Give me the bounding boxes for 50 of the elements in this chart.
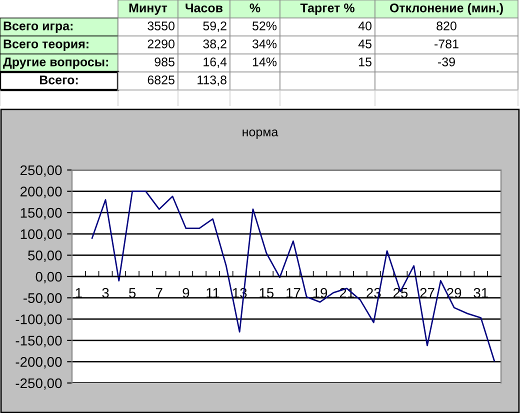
category-label: Таргет % (300, 4, 354, 15)
x-tick-label: 17 (286, 288, 300, 298)
text: -39 (438, 58, 455, 66)
text: 34% (252, 40, 277, 48)
x-tick-label: 5 (129, 288, 136, 298)
y-tick-label: -150,00 (16, 336, 62, 348)
x-tick-label: 3 (102, 288, 109, 298)
text: 820 (436, 22, 456, 30)
text: 2290 (148, 40, 175, 48)
x-tick-label: 1 (76, 288, 82, 298)
text: 40 (358, 22, 372, 30)
category-label: Отклонение (мин.) (390, 3, 503, 15)
x-tick-label: 11 (206, 288, 220, 298)
text: 52% (252, 22, 277, 30)
line-series (91, 190, 495, 362)
text: 59,2 (203, 22, 226, 32)
x-tick-label: 31 (474, 288, 488, 298)
category-label: % (250, 4, 260, 12)
text: 45 (358, 40, 372, 48)
chart-title: норма (242, 130, 278, 139)
y-tick-label: -250,00 (16, 378, 62, 390)
x-tick-label: 27 (420, 288, 434, 298)
text: 113,8 (198, 76, 226, 86)
text: 15 (359, 58, 372, 66)
x-tick-label: 15 (260, 288, 274, 298)
category-label: Всего игра: (4, 22, 73, 33)
y-tick-label: -200,00 (16, 357, 62, 369)
text: 6825 (148, 76, 174, 84)
text: 38,2 (203, 40, 226, 50)
y-tick-label: -50,00 (24, 293, 62, 305)
category-label: Другие вопросы: (3, 58, 108, 69)
text: 985 (154, 58, 174, 66)
text: 16,4 (204, 58, 227, 68)
x-tick-label: 19 (313, 288, 328, 298)
category-label: Всего теория: (4, 40, 88, 51)
category-label: Всего: (40, 76, 78, 84)
y-tick-label: 50,00 (28, 250, 62, 262)
text: 3550 (148, 22, 175, 30)
y-tick-label: 100,00 (20, 229, 62, 241)
y-tick-label: 0,00 (36, 272, 62, 284)
x-tick-label: 9 (182, 288, 190, 298)
category-label: Минут (129, 4, 168, 15)
text: 14% (252, 58, 277, 66)
y-tick-label: 200,00 (20, 186, 62, 198)
x-tick-label: 7 (156, 288, 162, 298)
y-tick-label: 250,00 (20, 165, 62, 177)
y-tick-label: 150,00 (20, 208, 62, 220)
y-tick-label: -100,00 (16, 314, 62, 326)
text: -781 (434, 40, 458, 48)
category-label: Часов (186, 4, 223, 12)
